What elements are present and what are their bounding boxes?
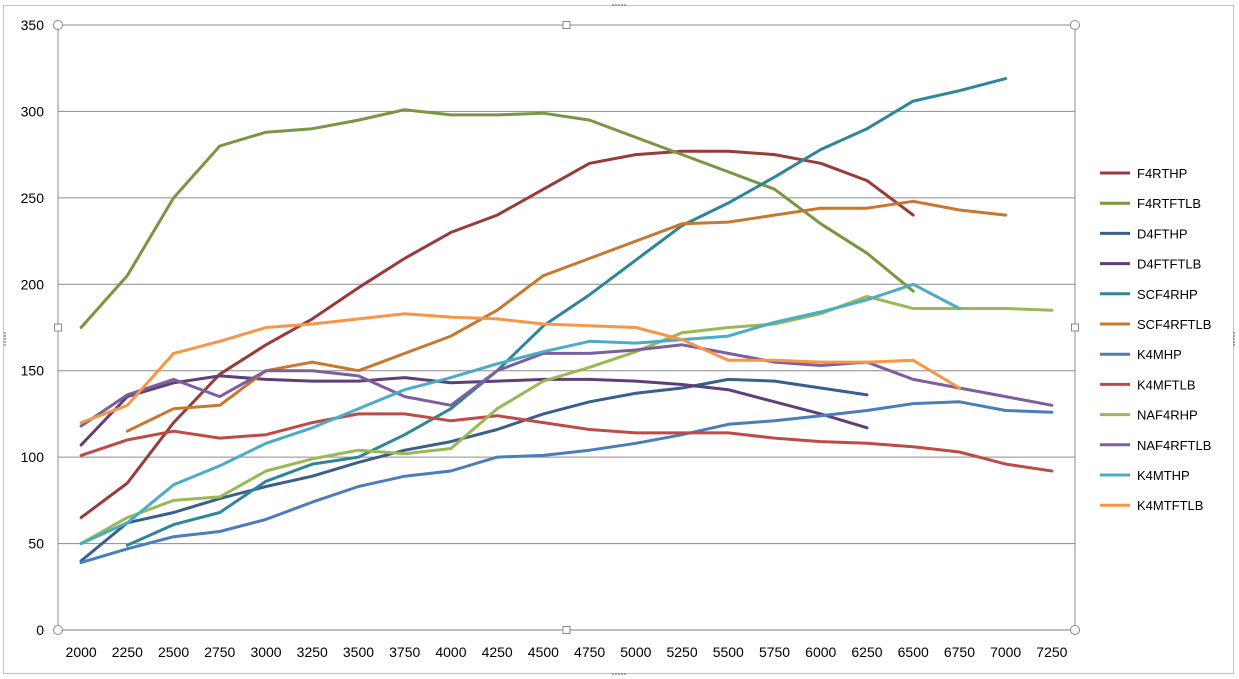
x-tick-label: 4500 <box>528 644 559 660</box>
frame-grip-dot[interactable] <box>612 4 614 6</box>
x-tick-label: 7250 <box>1036 644 1067 660</box>
x-tick-label: 6000 <box>805 644 836 660</box>
series-line-k4mhp <box>79 400 1054 565</box>
x-tick-label: 2500 <box>158 644 189 660</box>
x-tick-label: 4000 <box>435 644 466 660</box>
corner-resize-handle[interactable] <box>53 625 63 635</box>
series-line-scf4rhp <box>125 77 1008 547</box>
y-tick-label: 100 <box>21 449 45 465</box>
legend-label-naf4rhp: NAF4RHP <box>1137 408 1198 423</box>
x-tick-label: 6500 <box>898 644 929 660</box>
frame-grip-dot[interactable] <box>615 673 617 675</box>
x-tick-label: 5750 <box>759 644 790 660</box>
chart-frame[interactable] <box>3 5 1234 674</box>
x-tick-label: 7000 <box>990 644 1021 660</box>
x-tick-label: 2750 <box>204 644 235 660</box>
frame-grip-dot[interactable] <box>4 341 6 343</box>
legend-label-k4mtftlb: K4MTFTLB <box>1137 498 1203 513</box>
x-tick-label: 5250 <box>666 644 697 660</box>
frame-grip-dot[interactable] <box>1233 335 1235 337</box>
frame-grip-dot[interactable] <box>612 673 614 675</box>
frame-grip-dot[interactable] <box>1233 344 1235 346</box>
frame-grip-dot[interactable] <box>618 4 620 6</box>
frame-grip-dot[interactable] <box>4 332 6 334</box>
edge-resize-handle[interactable] <box>54 323 62 332</box>
legend-label-k4mftlb: K4MFTLB <box>1137 377 1196 392</box>
x-tick-label: 4250 <box>482 644 513 660</box>
y-tick-label: 50 <box>28 536 44 552</box>
x-tick-label: 3500 <box>343 644 374 660</box>
frame-grip-dot[interactable] <box>1233 341 1235 343</box>
legend-label-k4mthp: K4MTHP <box>1137 468 1190 483</box>
x-tick-label: 2250 <box>112 644 143 660</box>
frame-grip-dot[interactable] <box>621 4 623 6</box>
series-lines <box>79 77 1054 565</box>
series-line-scf4rftlb <box>125 199 1008 433</box>
series-line-k4mftlb <box>79 412 1054 473</box>
series-line-naf4rhp <box>79 294 1054 546</box>
corner-resize-handle[interactable] <box>53 20 63 30</box>
legend-label-d4ftftlb: D4FTFTLB <box>1137 257 1201 272</box>
legend: F4RTHP F4RTFTLB D4FTHP D4FTFTLB SCF4RHP SCF4R… <box>1100 166 1211 513</box>
legend-label-d4fthp: D4FTHP <box>1137 226 1188 241</box>
frame-grip-dot[interactable] <box>615 4 617 6</box>
y-tick-label: 150 <box>21 363 45 379</box>
y-tick-label: 250 <box>21 190 45 206</box>
y-tick-label: 200 <box>21 276 45 292</box>
frame-grip-dot[interactable] <box>1233 338 1235 340</box>
x-tick-label: 2000 <box>66 644 97 660</box>
x-tick-label: 3000 <box>250 644 281 660</box>
x-tick-label: 3750 <box>389 644 420 660</box>
series-line-f4rthp <box>79 149 915 520</box>
edge-resize-handle[interactable] <box>562 21 571 29</box>
frame-grip-dot[interactable] <box>618 673 620 675</box>
frame-grip-dot[interactable] <box>4 335 6 337</box>
x-axis-tick-labels: 2000 2250 2500 2750 3000 3250 3500 3750 4000 4250… <box>66 644 1068 660</box>
series-line-naf4rftlb <box>79 343 1054 428</box>
series-line-d4ftftlb <box>79 374 869 447</box>
corner-resize-handle[interactable] <box>1070 625 1080 635</box>
frame-grip-dot[interactable] <box>4 338 6 340</box>
edge-resize-handle[interactable] <box>562 626 571 634</box>
y-tick-label: 300 <box>21 103 45 119</box>
corner-resize-handle[interactable] <box>1070 20 1080 30</box>
edge-resize-handle[interactable] <box>1071 323 1079 332</box>
y-tick-label: 350 <box>21 17 45 33</box>
x-tick-label: 3250 <box>297 644 328 660</box>
frame-grip-dot[interactable] <box>624 673 626 675</box>
series-line-k4mtftlb <box>79 312 961 425</box>
series-line-f4rtftlb <box>79 108 915 329</box>
series-line-k4mthp <box>79 282 961 546</box>
frame-grip-dot[interactable] <box>624 4 626 6</box>
frame-grip-dot[interactable] <box>1233 332 1235 334</box>
legend-label-f4rtftlb: F4RTFTLB <box>1137 196 1201 211</box>
series-line-d4fthp <box>79 377 869 563</box>
legend-label-scf4rhp: SCF4RHP <box>1137 287 1198 302</box>
y-tick-label: 0 <box>36 622 44 638</box>
legend-label-f4rthp: F4RTHP <box>1137 166 1187 181</box>
plot-area-selection-handles[interactable] <box>4 4 1235 675</box>
legend-label-k4mhp: K4MHP <box>1137 347 1182 362</box>
y-axis-tick-labels: 0 50 100 150 200 250 300 350 <box>21 17 45 638</box>
x-tick-label: 6750 <box>944 644 975 660</box>
legend-label-scf4rftlb: SCF4RFTLB <box>1137 317 1211 332</box>
x-tick-label: 5500 <box>713 644 744 660</box>
x-tick-label: 4750 <box>574 644 605 660</box>
frame-grip-dot[interactable] <box>621 673 623 675</box>
frame-grip-dot[interactable] <box>4 344 6 346</box>
x-tick-label: 6250 <box>851 644 882 660</box>
x-tick-label: 5000 <box>620 644 651 660</box>
legend-label-naf4rftlb: NAF4RFTLB <box>1137 438 1211 453</box>
